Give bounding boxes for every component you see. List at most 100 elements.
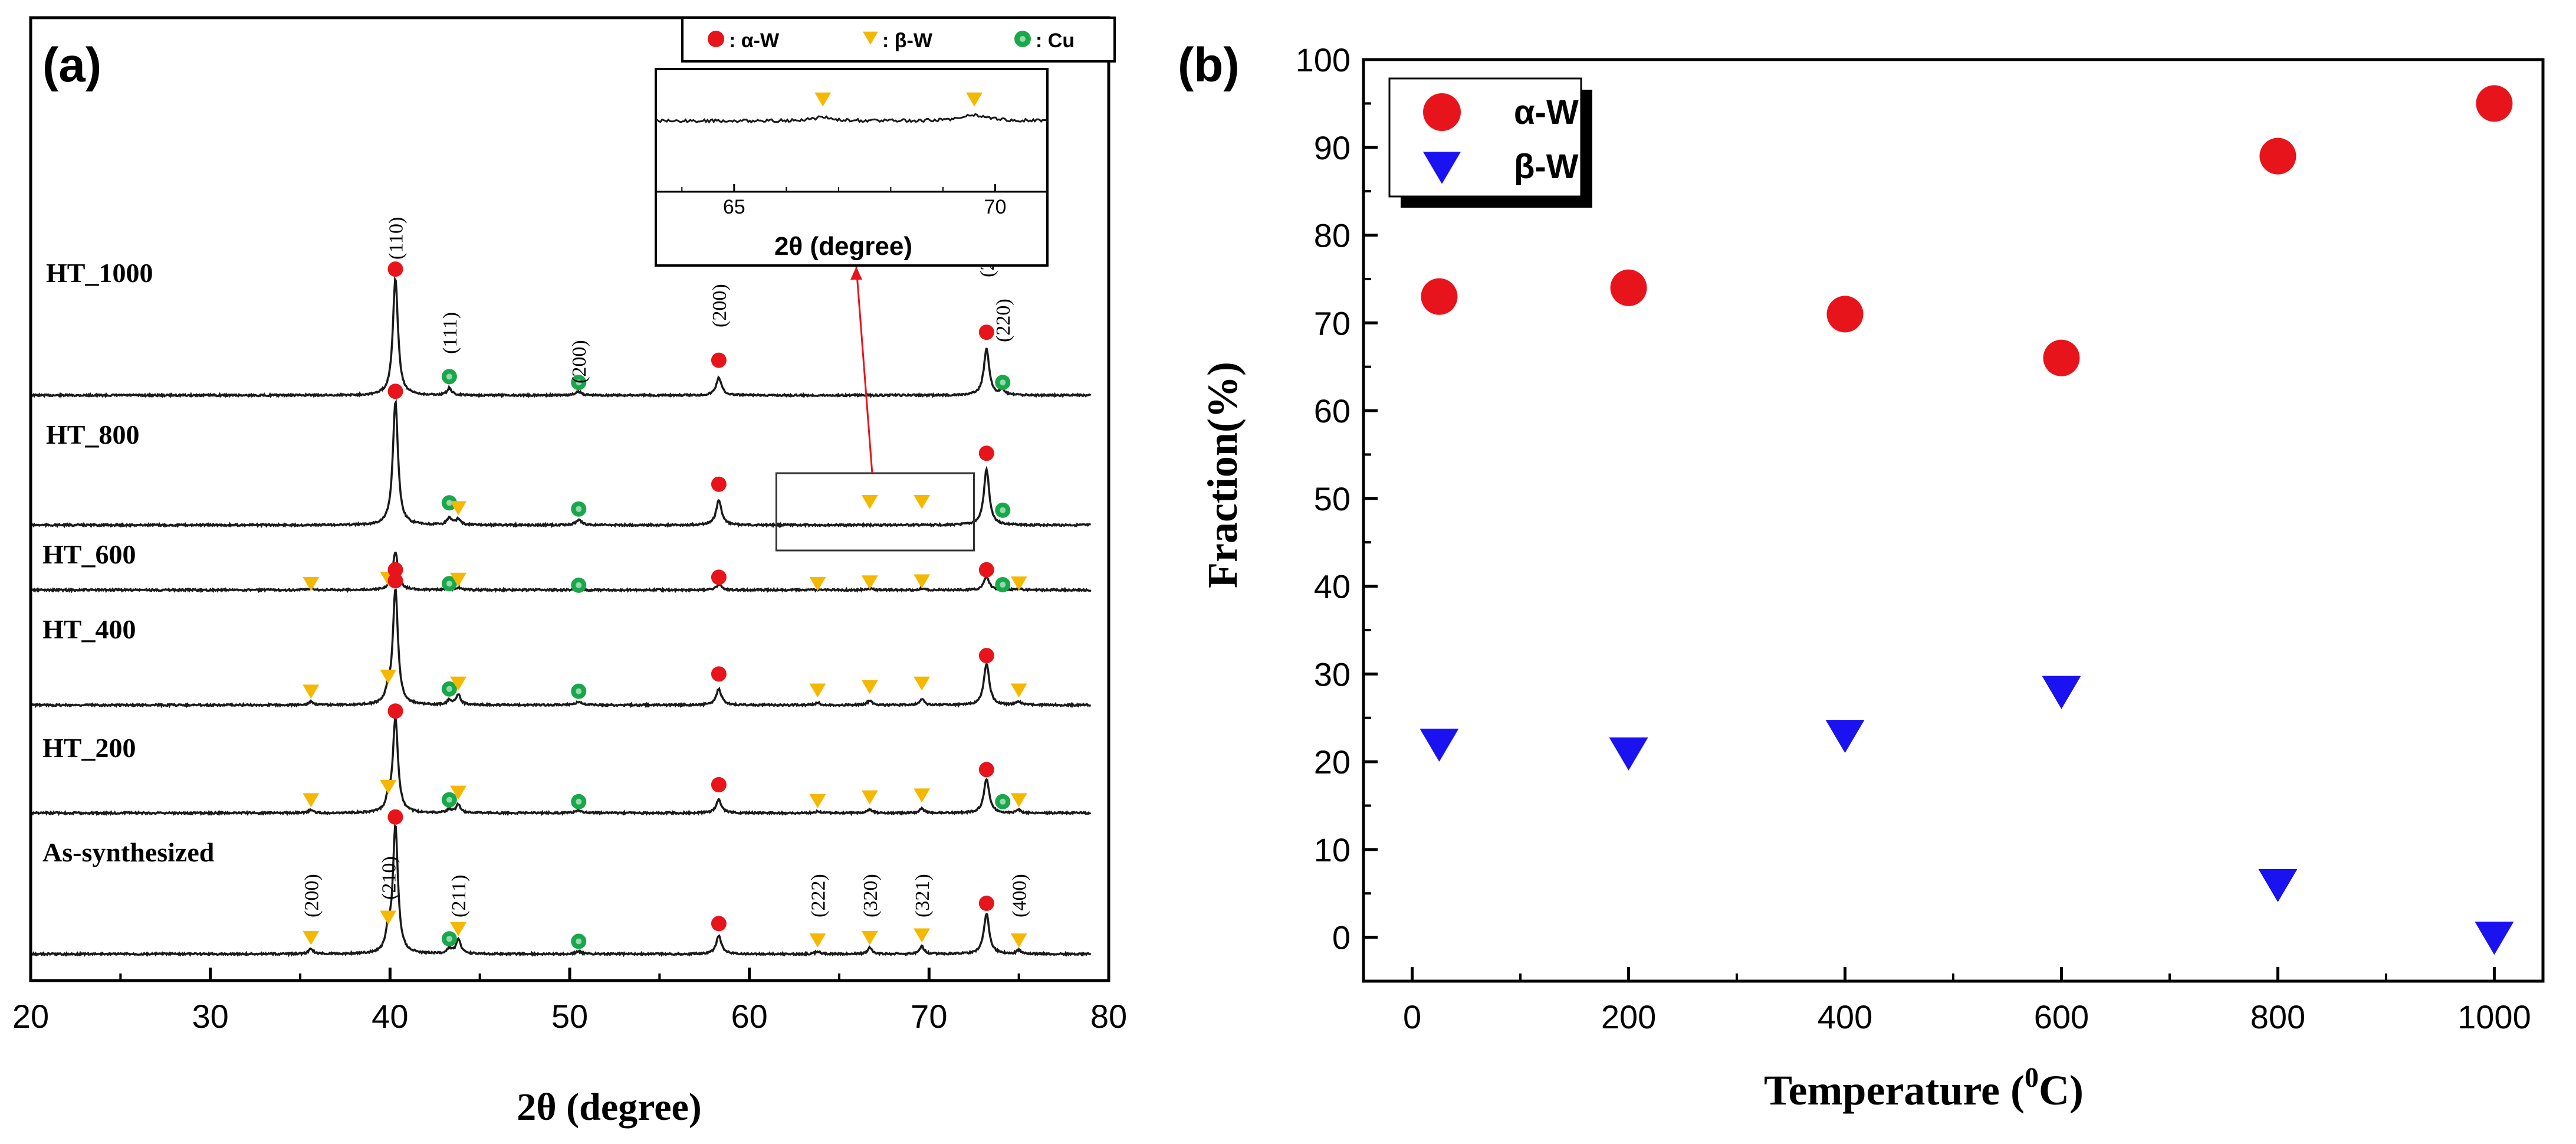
alpha-w-marker xyxy=(978,762,994,778)
xrd-pattern-ht_800: HT_800 xyxy=(30,383,1091,529)
cu-marker-highlight xyxy=(446,796,452,803)
alpha-w-point xyxy=(2476,85,2513,122)
legend-beta-w-label: β-W xyxy=(1514,147,1579,186)
beta-w-marker xyxy=(303,577,320,591)
zoom-connector-arrowhead xyxy=(850,267,862,280)
xrd-legend: : α-W : β-W : Cu xyxy=(681,17,1116,63)
fraction-y-tick-label: 30 xyxy=(1314,655,1351,693)
beta-w-marker xyxy=(861,575,878,590)
beta-w-marker xyxy=(861,930,878,945)
fraction-y-tick-label: 100 xyxy=(1296,41,1351,78)
beta-w-marker xyxy=(914,928,931,943)
cu-marker-highlight xyxy=(446,936,452,942)
fraction-x-tick-label: 800 xyxy=(2250,998,2305,1035)
panel-a-label: (a) xyxy=(42,38,101,92)
fraction-y-tick-label: 90 xyxy=(1314,129,1351,166)
beta-w-marker xyxy=(303,793,320,808)
fraction-y-tick-label: 10 xyxy=(1314,831,1351,868)
alpha-w-marker xyxy=(711,476,727,492)
xrd-x-tick-label: 20 xyxy=(12,998,49,1035)
fraction-x-tick-label: 200 xyxy=(1601,998,1656,1035)
legend-cu-marker xyxy=(1014,31,1031,47)
beta-w-marker xyxy=(380,670,397,684)
zoom-region xyxy=(775,472,975,552)
inset-x-tick-label: 65 xyxy=(723,196,745,218)
hkl-annotations: (110) (111) (200) (200) (211) (220) (200) (210)… xyxy=(301,217,1030,917)
beta-w-marker xyxy=(914,494,931,509)
cu-marker-highlight xyxy=(576,379,582,386)
beta-w-point xyxy=(1825,720,1865,753)
xrd-series-label: HT_200 xyxy=(42,733,136,763)
beta-w-marker xyxy=(1010,576,1027,591)
beta-w-point xyxy=(2258,868,2298,903)
beta-w-marker xyxy=(1010,683,1027,698)
fraction-y-tick-label: 0 xyxy=(1332,919,1351,956)
beta-w-marker xyxy=(450,922,467,936)
legend-alpha-w-label: α-W xyxy=(1514,93,1579,132)
legend-cu-label: : Cu xyxy=(1036,29,1075,52)
alpha-w-marker xyxy=(978,324,994,340)
alpha-w-marker xyxy=(978,445,994,461)
hkl-label: (222) xyxy=(807,874,829,917)
beta-w-marker xyxy=(809,577,826,591)
fraction-y-tick-label: 40 xyxy=(1314,568,1351,605)
fraction-y-tick-label: 50 xyxy=(1314,480,1351,517)
beta-w-marker xyxy=(450,785,467,800)
beta-w-marker xyxy=(809,683,826,698)
xrd-inset: 65 70 2θ (degree) xyxy=(655,68,1049,267)
xrd-x-tick-label: 70 xyxy=(911,998,947,1035)
cu-marker-highlight xyxy=(446,581,452,587)
alpha-w-point xyxy=(1421,278,1458,315)
fraction-x-tick-label: 400 xyxy=(1818,998,1872,1035)
inset-beta-w-marker xyxy=(814,92,832,107)
cu-marker-highlight xyxy=(576,798,582,805)
xrd-pattern-ht_1000: HT_1000 xyxy=(30,258,1092,399)
hkl-label: (111) xyxy=(439,312,461,354)
legend-alpha-label: : α-W xyxy=(729,29,780,52)
alpha-w-marker xyxy=(978,648,994,664)
beta-w-marker xyxy=(303,684,320,699)
beta-w-marker xyxy=(450,676,467,691)
xrd-pattern-ht_600: HT_600 xyxy=(30,539,1092,594)
xrd-axes: 20 30 40 50 60 70 80 xyxy=(12,16,1127,1035)
xrd-trace xyxy=(29,715,1092,817)
hkl-label: (210) xyxy=(378,856,400,900)
beta-w-marker xyxy=(450,572,467,587)
alpha-w-marker xyxy=(387,573,403,589)
cu-marker-highlight xyxy=(1000,582,1006,588)
beta-w-marker xyxy=(380,780,397,794)
fraction-points xyxy=(1420,85,2514,955)
beta-w-marker xyxy=(1010,793,1027,808)
alpha-w-marker xyxy=(387,703,403,719)
inset-frame xyxy=(655,68,1049,267)
fraction-y-tick-label: 70 xyxy=(1314,304,1351,342)
hkl-label: (200) xyxy=(301,874,323,917)
alpha-w-point xyxy=(2259,137,2296,175)
alpha-w-point xyxy=(2043,339,2080,376)
hkl-label: (110) xyxy=(386,217,408,260)
fraction-x-tick-label: 600 xyxy=(2034,998,2089,1035)
fraction-y-tick-label: 60 xyxy=(1314,392,1351,430)
beta-w-marker xyxy=(380,910,397,925)
xrd-x-axis-label: 2θ (degree) xyxy=(517,1086,702,1129)
xrd-pattern-ht_200: HT_200 xyxy=(29,703,1092,817)
xrd-patterns: HT_1000 HT_800 HT_600 HT_400 HT_200 As-synthe… xyxy=(29,217,1092,958)
xrd-trace xyxy=(29,824,1092,958)
xrd-pattern-as-synthesized: As-synthesized xyxy=(29,809,1092,958)
cu-marker-highlight xyxy=(1000,507,1006,513)
alpha-w-point xyxy=(1610,269,1647,306)
alpha-w-point xyxy=(1826,296,1864,333)
fraction-x-axis-label: Temperature (0C) xyxy=(1764,1062,2084,1114)
cu-marker-highlight xyxy=(576,938,582,945)
beta-w-point xyxy=(1420,728,1459,762)
fraction-y-tick-label: 20 xyxy=(1314,743,1351,781)
beta-w-series xyxy=(1420,676,2514,955)
xrd-pattern-ht_400: HT_400 xyxy=(29,573,1092,709)
beta-w-marker xyxy=(914,574,931,589)
alpha-w-marker xyxy=(387,562,403,578)
alpha-w-marker xyxy=(978,562,994,578)
legend-beta-w-marker xyxy=(1423,152,1461,184)
